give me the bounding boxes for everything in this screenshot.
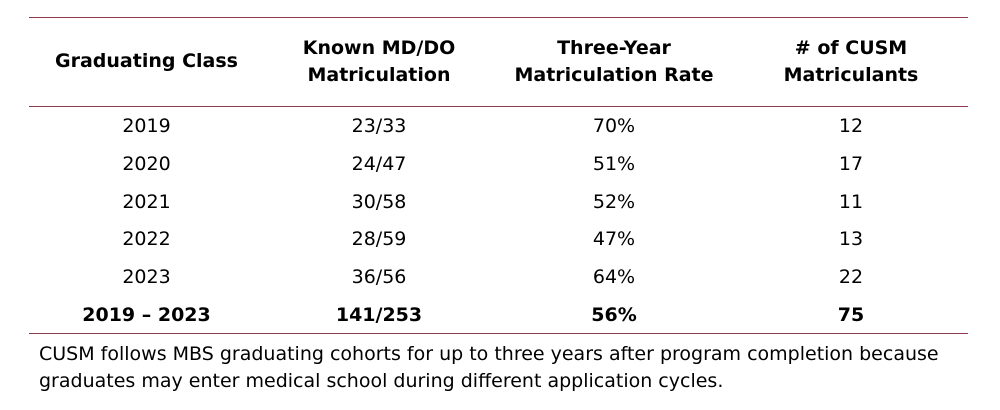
total-matriculation-rate: 56% (591, 304, 637, 326)
table-row: 2019 23/33 70% 12 (29, 107, 968, 145)
header-three-year-rate-line1: Three-Year (557, 36, 671, 59)
table-header-row: Graduating Class Known MD/DO Matriculati… (29, 17, 968, 106)
table-row: 2021 30/58 52% 11 (29, 183, 968, 221)
header-three-year-rate: Three-Year Matriculation Rate (494, 17, 734, 106)
cell-known-matriculation: 28/59 (351, 228, 407, 250)
cell-graduating-class: 2021 (122, 191, 171, 213)
cell-graduating-class: 2019 (122, 115, 171, 137)
table-row: 2022 28/59 47% 13 (29, 220, 968, 258)
header-graduating-class: Graduating Class (29, 17, 264, 106)
cell-matriculation-rate: 70% (592, 115, 636, 137)
footnote-line-1: CUSM follows MBS graduating cohorts for … (39, 343, 939, 365)
cell-matriculation-rate: 52% (592, 191, 636, 213)
table-row: 2020 24/47 51% 17 (29, 145, 968, 183)
header-cusm-matriculants-line2: Matriculants (783, 63, 919, 86)
header-known-md-do-line1: Known MD/DO (302, 36, 456, 59)
header-three-year-rate-line2: Matriculation Rate (514, 63, 714, 86)
cell-known-matriculation: 23/33 (351, 115, 407, 137)
table-top-rule (29, 17, 968, 18)
table-bottom-rule (29, 333, 968, 334)
header-graduating-class-line1: Graduating Class (55, 50, 238, 72)
footnote-line-2: graduates may enter medical school durin… (39, 370, 724, 392)
cell-cusm-matriculants: 12 (838, 115, 864, 137)
cell-cusm-matriculants: 13 (838, 228, 864, 250)
cell-cusm-matriculants: 17 (838, 153, 864, 175)
cell-known-matriculation: 24/47 (351, 153, 407, 175)
header-bottom-rule (29, 106, 968, 107)
total-known-matriculation: 141/253 (335, 304, 423, 326)
table-footnote: CUSM follows MBS graduating cohorts for … (39, 341, 969, 395)
cell-matriculation-rate: 51% (592, 153, 636, 175)
total-graduating-class: 2019 – 2023 (82, 304, 211, 326)
cell-matriculation-rate: 47% (592, 228, 636, 250)
header-cusm-matriculants-line1: # of CUSM (794, 36, 908, 59)
cell-graduating-class: 2022 (122, 228, 171, 250)
table-total-row: 2019 – 2023 141/253 56% 75 (29, 296, 968, 334)
cell-matriculation-rate: 64% (592, 266, 636, 288)
table-row: 2023 36/56 64% 22 (29, 258, 968, 296)
cell-cusm-matriculants: 11 (838, 191, 864, 213)
header-cusm-matriculants: # of CUSM Matriculants (734, 17, 968, 106)
cell-graduating-class: 2020 (122, 153, 171, 175)
cell-known-matriculation: 36/56 (351, 266, 407, 288)
cell-cusm-matriculants: 22 (838, 266, 864, 288)
header-known-md-do-matriculation: Known MD/DO Matriculation (264, 17, 494, 106)
header-known-md-do-line2: Matriculation (307, 63, 451, 86)
cell-known-matriculation: 30/58 (351, 191, 407, 213)
total-cusm-matriculants: 75 (837, 304, 865, 326)
cell-graduating-class: 2023 (122, 266, 171, 288)
